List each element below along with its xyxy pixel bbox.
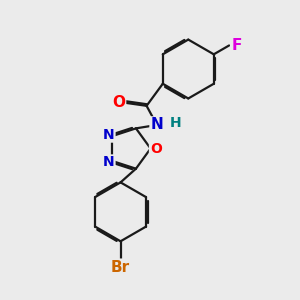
Text: O: O — [112, 95, 125, 110]
Text: H: H — [169, 116, 181, 130]
Text: N: N — [103, 128, 115, 142]
Text: N: N — [103, 155, 115, 170]
Text: F: F — [231, 38, 242, 53]
Text: O: O — [150, 142, 162, 155]
Text: Br: Br — [111, 260, 130, 275]
Text: N: N — [151, 118, 163, 133]
